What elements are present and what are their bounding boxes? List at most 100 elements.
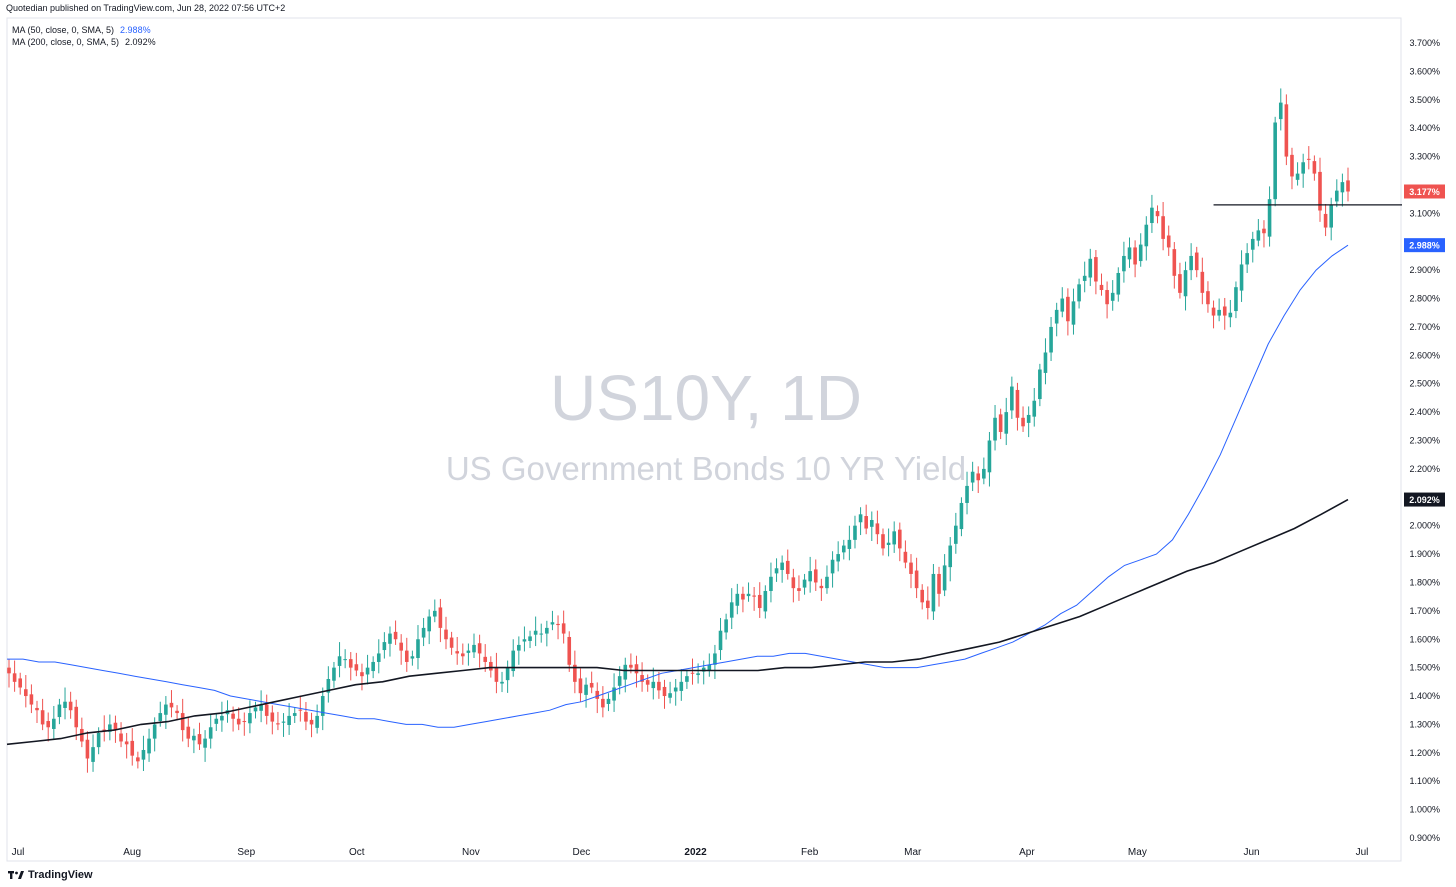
candle-body bbox=[623, 664, 628, 680]
x-tick-label: Apr bbox=[1019, 847, 1035, 858]
candle-body bbox=[40, 710, 45, 725]
candle-body bbox=[404, 650, 409, 662]
publish-info: Quotedian published on TradingView.com, … bbox=[6, 3, 286, 13]
candle-body bbox=[231, 713, 235, 719]
x-tick-label: Feb bbox=[801, 847, 819, 858]
y-tick-label: 3.300% bbox=[1409, 152, 1440, 162]
candle-body bbox=[1346, 180, 1350, 192]
candle-body bbox=[393, 631, 398, 640]
y-tick-label: 3.700% bbox=[1409, 38, 1440, 48]
candle-body bbox=[970, 471, 975, 483]
tradingview-brand[interactable]: TradingView bbox=[28, 869, 93, 881]
candle-body bbox=[1122, 255, 1126, 272]
last-value-labels: 3.177% 2.988% 2.092% bbox=[1404, 184, 1445, 507]
candle-body bbox=[545, 627, 549, 634]
candle-body bbox=[348, 659, 353, 668]
candle-body bbox=[309, 719, 314, 725]
candle-body bbox=[113, 722, 118, 731]
y-tick-label: 2.900% bbox=[1409, 265, 1440, 275]
candle-body bbox=[909, 562, 913, 574]
candle-body bbox=[1290, 154, 1294, 177]
candle-body bbox=[46, 721, 51, 728]
candle-body bbox=[853, 525, 857, 540]
candle-body bbox=[920, 589, 925, 603]
candle-body bbox=[332, 667, 336, 681]
candle-body bbox=[517, 644, 521, 651]
last-value-badge bbox=[1404, 184, 1445, 199]
candle-body bbox=[1150, 207, 1154, 224]
candle-body bbox=[690, 672, 695, 674]
candle-body bbox=[954, 525, 958, 544]
candle-body bbox=[713, 653, 717, 665]
ma200-legend[interactable]: MA (200, close, 0, SMA, 5) 2.092% bbox=[12, 37, 156, 47]
candle-body bbox=[567, 636, 572, 665]
y-tick-label: 1.100% bbox=[1409, 776, 1440, 786]
y-tick-label: 2.300% bbox=[1409, 436, 1440, 446]
candle-body bbox=[1138, 244, 1143, 262]
y-tick-label: 3.500% bbox=[1409, 95, 1440, 105]
candle-body bbox=[376, 653, 381, 662]
candle-body bbox=[926, 600, 930, 609]
candle-body bbox=[640, 675, 644, 682]
plot-border bbox=[6, 17, 1402, 862]
candle-body bbox=[1206, 291, 1210, 305]
y-tick-label: 2.800% bbox=[1409, 294, 1440, 304]
candle-body bbox=[830, 559, 835, 574]
footer: TradingView bbox=[8, 869, 93, 881]
candle-body bbox=[180, 713, 185, 731]
candle-body bbox=[124, 741, 129, 745]
candle-body bbox=[701, 667, 706, 672]
last-value-text: 2.988% bbox=[1409, 241, 1440, 251]
candle-body bbox=[825, 576, 829, 589]
candle-body bbox=[673, 687, 678, 692]
x-axis[interactable]: Jul Aug Sep Oct Nov Dec 2022 Feb Mar Apr May Jun Jul bbox=[12, 847, 1369, 858]
y-tick-label: 3.400% bbox=[1409, 123, 1440, 133]
candle-body bbox=[948, 545, 953, 568]
candle-body bbox=[1110, 292, 1115, 301]
y-tick-label: 1.500% bbox=[1409, 663, 1440, 673]
ma50-legend[interactable]: MA (50, close, 0, SMA, 5) 2.988% bbox=[12, 25, 151, 35]
candle-body bbox=[595, 690, 600, 699]
candle-body bbox=[791, 577, 796, 589]
candle-body bbox=[1284, 104, 1289, 157]
candle-body bbox=[1026, 414, 1031, 423]
y-tick-label: 1.200% bbox=[1409, 748, 1440, 758]
candle-body bbox=[707, 664, 712, 672]
candle-body bbox=[500, 681, 504, 684]
x-tick-label: Jul bbox=[12, 847, 25, 858]
candle-body bbox=[886, 542, 891, 545]
candle-body bbox=[320, 696, 325, 716]
candle-body bbox=[12, 673, 17, 682]
candle-body bbox=[522, 639, 527, 642]
candle-body bbox=[668, 693, 672, 698]
candle-body bbox=[808, 571, 812, 582]
candle-body bbox=[1278, 102, 1283, 120]
candle-body bbox=[1172, 249, 1177, 276]
candle-body bbox=[802, 579, 807, 588]
y-tick-label: 2.200% bbox=[1409, 464, 1440, 474]
candle-body bbox=[175, 710, 179, 714]
ma200-line bbox=[6, 498, 1349, 746]
candle-body bbox=[1245, 253, 1249, 265]
candle-body bbox=[573, 664, 577, 682]
candle-body bbox=[276, 723, 280, 725]
y-axis[interactable]: 3.700%3.600%3.500%3.400%3.300%3.100%3.00… bbox=[1409, 38, 1440, 843]
ma200-label: MA (200, close, 0, SMA, 5) bbox=[12, 37, 120, 47]
candle-body bbox=[1340, 182, 1345, 193]
candle-body bbox=[1329, 204, 1333, 228]
candle-body bbox=[578, 678, 583, 694]
candle-body bbox=[993, 417, 997, 441]
candle-body bbox=[584, 684, 588, 695]
candle-body bbox=[63, 701, 67, 708]
candle-body bbox=[1262, 228, 1266, 234]
y-tick-label: 2.000% bbox=[1409, 521, 1440, 531]
candle-body bbox=[203, 738, 207, 748]
candle-body bbox=[528, 636, 532, 641]
candle-body bbox=[629, 664, 633, 668]
candle-body bbox=[976, 473, 981, 481]
candle-body bbox=[214, 718, 219, 724]
candle-body bbox=[164, 704, 168, 715]
candle-body bbox=[679, 681, 684, 691]
candle-body bbox=[914, 570, 919, 589]
